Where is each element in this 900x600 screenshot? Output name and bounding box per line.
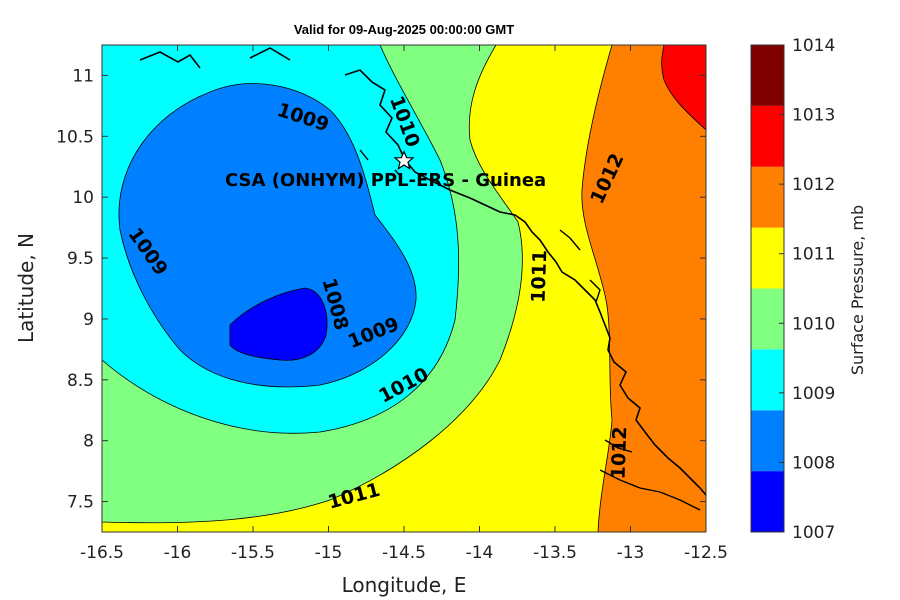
y-tick-label: 10.5 — [56, 127, 94, 147]
colorbar-label: Surface Pressure, mb — [848, 205, 867, 375]
band-1012 — [581, 45, 706, 532]
plot-title: Valid for 09-Aug-2025 00:00:00 GMT — [293, 22, 515, 37]
y-tick-label: 11 — [72, 66, 94, 86]
y-tick-label: 9.5 — [67, 249, 94, 269]
colorbar-tick-label: 1014 — [792, 36, 835, 56]
colorbar-tick-label: 1007 — [792, 523, 835, 543]
band-1008 — [118, 83, 417, 388]
colorbar-swatch — [751, 45, 784, 106]
colorbar-swatch — [751, 105, 784, 167]
colorbar: 1007 1008 1009 1010 1011 1012 1013 1014 — [750, 36, 835, 543]
colorbar-tick-label: 1011 — [792, 245, 835, 265]
colorbar-swatch — [751, 227, 784, 289]
y-tick-label: 10 — [72, 188, 94, 208]
x-tick-label: -14.5 — [382, 543, 426, 563]
x-tick-label: -14 — [466, 543, 494, 563]
x-axis-label: Longitude, E — [342, 573, 467, 597]
y-tick-label: 7.5 — [67, 493, 94, 513]
x-tick-label: -13.5 — [533, 543, 577, 563]
x-tick-label: -13 — [617, 543, 645, 563]
colorbar-frame — [750, 44, 785, 533]
x-tick-label: -15.5 — [231, 543, 275, 563]
colorbar-swatch — [751, 410, 784, 472]
colorbar-tick-label: 1013 — [792, 106, 835, 126]
y-axis-label: Latitude, N — [14, 233, 38, 343]
x-tick-label: -15 — [315, 543, 343, 563]
y-tick-label: 9 — [83, 310, 94, 330]
x-tick-label: -16.5 — [80, 543, 124, 563]
colorbar-tick-label: 1009 — [792, 384, 835, 404]
colorbar-swatch — [751, 471, 784, 532]
contour-label: 1011 — [527, 249, 551, 303]
x-tick-label: -16 — [164, 543, 192, 563]
coastline — [139, 47, 706, 496]
colorbar-swatch — [751, 349, 784, 411]
contour-label: 1012 — [608, 426, 632, 480]
x-tick-label: -12.5 — [684, 543, 728, 563]
x-ticks: -16.5 -16 -15.5 -15 -14.5 -14 -13.5 -13 -12.5 — [80, 45, 728, 563]
colorbar-tick-label: 1010 — [792, 314, 835, 334]
station-label: CSA (ONHYM) PPL-ERS - Guinea — [225, 170, 546, 191]
y-tick-label: 8 — [83, 432, 94, 452]
station-marker — [393, 150, 415, 171]
coastline-islands — [359, 149, 701, 511]
colorbar-tick-label: 1012 — [792, 175, 835, 195]
colorbar-swatch — [751, 288, 784, 350]
band-1007 — [229, 287, 328, 361]
contour-fills — [102, 45, 706, 532]
colorbar-swatch — [751, 166, 784, 228]
band-1013 — [661, 45, 706, 131]
y-tick-label: 8.5 — [67, 371, 94, 391]
colorbar-tick-label: 1008 — [792, 453, 835, 473]
y-ticks: 7.5 8 8.5 9 9.5 10 10.5 11 — [56, 66, 706, 513]
